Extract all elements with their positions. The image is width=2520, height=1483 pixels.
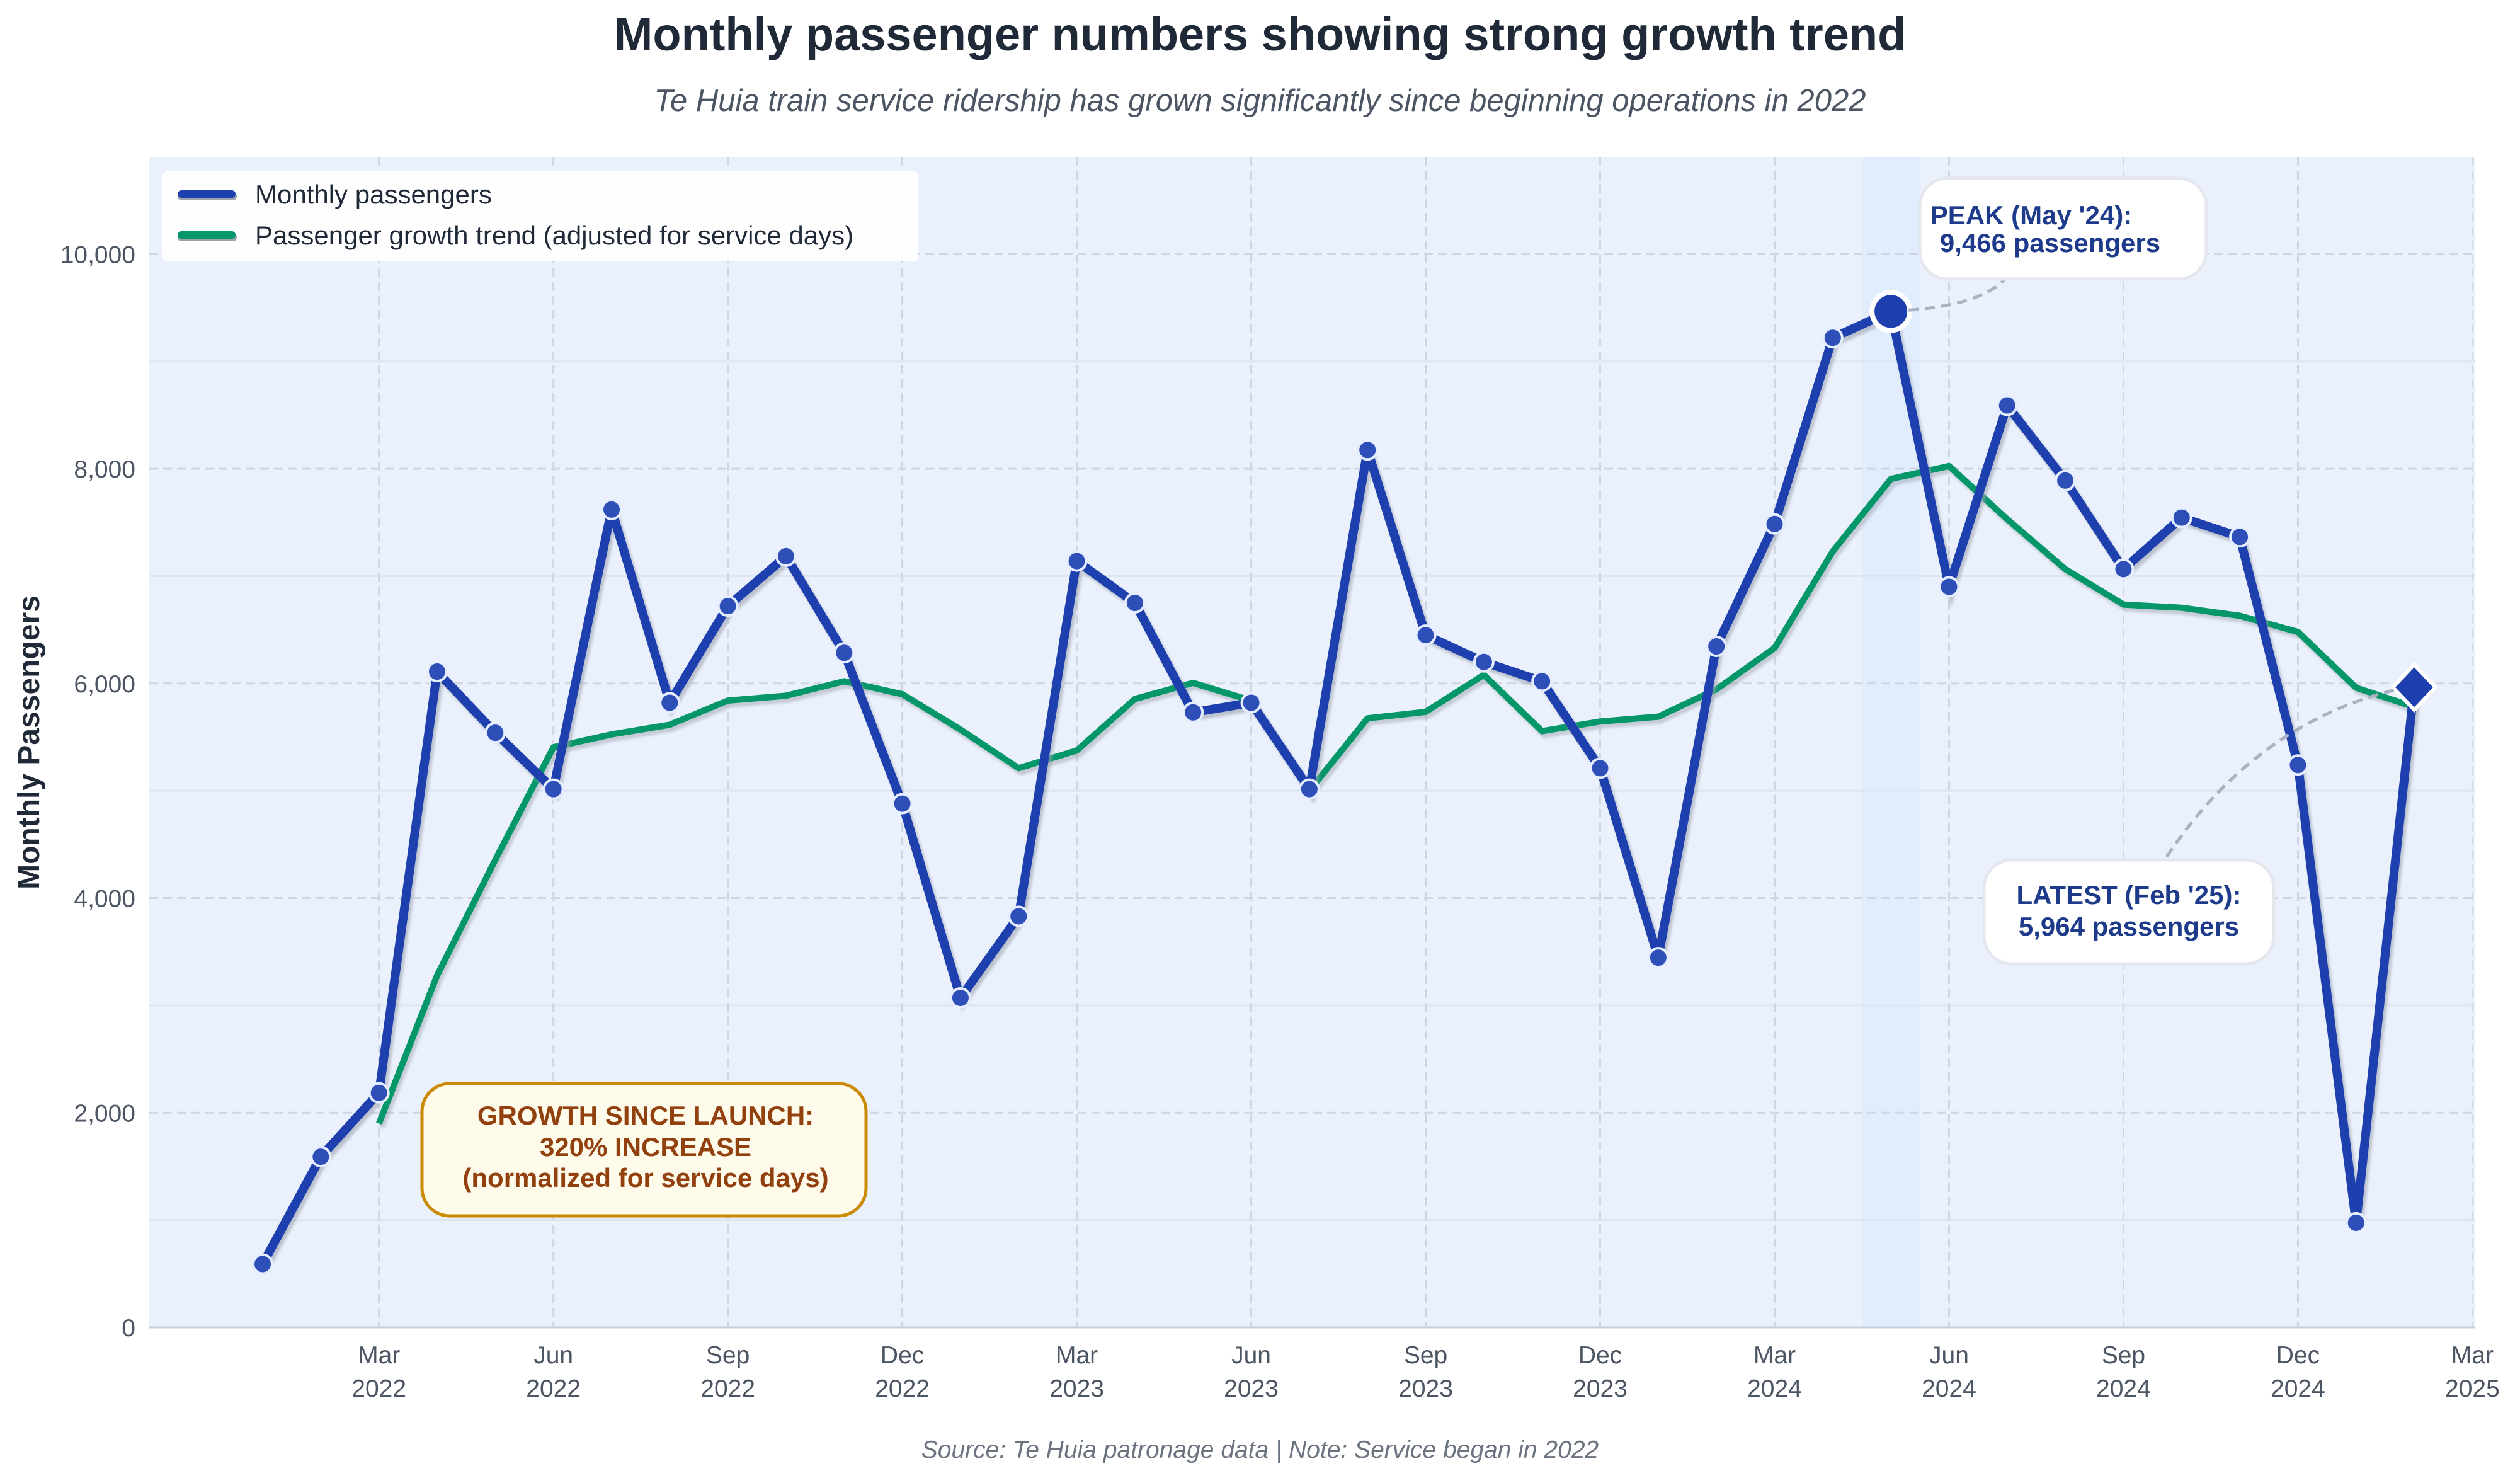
data-point — [1822, 327, 1844, 349]
data-point — [310, 1146, 332, 1168]
peak-highlight-band — [1861, 157, 1920, 1327]
latest-marker — [2390, 661, 2439, 713]
data-point — [2112, 558, 2135, 580]
x-tick-label-month: Dec — [881, 1342, 924, 1369]
data-point — [1473, 651, 1495, 673]
data-point — [2229, 526, 2251, 548]
latest-callout-box — [1982, 858, 2276, 966]
data-point — [2055, 469, 2077, 491]
data-point — [2170, 507, 2192, 529]
data-point — [1764, 513, 1786, 535]
y-tick-label: 6,000 — [74, 671, 135, 698]
x-tick-label-month: Mar — [2451, 1342, 2494, 1369]
x-tick-label-year: 2022 — [875, 1375, 930, 1402]
x-tick-label-month: Mar — [1056, 1342, 1098, 1369]
x-tick-label-year: 2024 — [1922, 1375, 1976, 1402]
data-point — [2345, 1211, 2367, 1234]
y-tick-label: 0 — [122, 1315, 135, 1342]
data-point — [1240, 692, 1262, 714]
x-tick-label-month: Mar — [358, 1342, 400, 1369]
data-point — [1531, 670, 1553, 692]
y-axis-ticks: 0 2,000 4,000 6,000 8,000 10,000 — [60, 241, 135, 1342]
growth-callout-title: GROWTH SINCE LAUNCH: — [477, 1101, 814, 1130]
data-point — [1938, 576, 1960, 598]
grid-lines — [149, 157, 2475, 1329]
x-tick-label-month: Dec — [1578, 1342, 1622, 1369]
data-point — [368, 1082, 390, 1104]
data-point — [659, 692, 681, 714]
latest-callout-title: LATEST (Feb '25): — [2017, 880, 2242, 910]
x-tick-label-year: 2023 — [1224, 1375, 1279, 1402]
x-tick-label-month: Dec — [2276, 1342, 2320, 1369]
peak-callout-title: PEAK (May '24): — [1930, 200, 2132, 230]
x-tick-label-month: Sep — [706, 1342, 750, 1369]
monthly-passengers-line — [258, 307, 2419, 1266]
x-tick-label-month: Jun — [1231, 1342, 1271, 1369]
data-point — [891, 793, 913, 815]
data-point — [1647, 947, 1669, 969]
data-point — [1298, 778, 1320, 800]
trend-line — [376, 462, 2415, 1125]
data-point — [833, 642, 855, 664]
data-point — [484, 722, 506, 744]
latest-connector — [2165, 688, 2396, 858]
x-tick-label-month: Sep — [2102, 1342, 2145, 1369]
x-tick-label-month: Sep — [1404, 1342, 1447, 1369]
x-tick-label-month: Jun — [1929, 1342, 1969, 1369]
legend-box — [162, 171, 918, 261]
growth-callout-value: 320% INCREASE — [540, 1132, 751, 1162]
legend-label-trend: Passenger growth trend (adjusted for ser… — [255, 220, 853, 250]
x-tick-label-year: 2024 — [2096, 1375, 2151, 1402]
y-tick-label: 8,000 — [74, 456, 135, 483]
data-point — [775, 545, 797, 567]
x-tick-label-year: 2023 — [1049, 1375, 1104, 1402]
data-point — [1182, 701, 1204, 723]
x-tick-label-year: 2022 — [351, 1375, 406, 1402]
growth-callout-note: (normalized for service days) — [462, 1163, 828, 1193]
data-point — [1008, 905, 1030, 927]
peak-callout-value: 9,466 passengers — [1940, 228, 2160, 258]
x-tick-label-year: 2022 — [526, 1375, 581, 1402]
x-axis-ticks: Mar 2022 Jun 2022 Sep 2022 Dec 2022 Mar 2023 Jun 20… — [351, 1342, 2499, 1402]
x-tick-label-year: 2023 — [1398, 1375, 1453, 1402]
x-tick-label-month: Mar — [1753, 1342, 1796, 1369]
legend-label-monthly: Monthly passengers — [255, 180, 492, 209]
data-point — [426, 661, 448, 683]
data-point — [600, 498, 622, 520]
chart-subtitle: Te Huia train service ridership has grow… — [654, 84, 1866, 118]
chart-source-note: Source: Te Huia patronage data | Note: S… — [921, 1436, 1599, 1463]
growth-callout-box — [420, 1082, 868, 1218]
data-point — [252, 1253, 274, 1275]
data-point — [542, 778, 564, 800]
data-point — [949, 987, 971, 1009]
annotations-layer: PEAK (May '24):9,466 passengers LATEST (F… — [420, 176, 2396, 1218]
data-point — [1357, 439, 1379, 461]
data-point — [1996, 394, 2018, 416]
x-tick-label-year: 2023 — [1573, 1375, 1628, 1402]
data-point — [2287, 754, 2309, 776]
data-point — [1589, 757, 1611, 779]
data-point — [717, 595, 739, 617]
latest-callout-value: 5,964 passengers — [2019, 912, 2239, 941]
x-tick-label-month: Jun — [533, 1342, 573, 1369]
data-point — [1706, 636, 1728, 658]
chart-title: Monthly passenger numbers showing strong… — [613, 8, 1907, 60]
data-point — [1124, 592, 1146, 614]
x-tick-label-year: 2024 — [1747, 1375, 1802, 1402]
x-tick-label-year: 2024 — [2271, 1375, 2325, 1402]
y-axis-label: Monthly Passengers — [13, 595, 46, 890]
series-layer — [252, 290, 2439, 1275]
data-point — [1415, 624, 1437, 646]
legend: Monthly passengers Passenger growth trend… — [162, 171, 918, 261]
peak-marker — [1869, 290, 1913, 333]
peak-callout-box — [1918, 176, 2208, 281]
y-tick-label: 10,000 — [60, 241, 135, 268]
y-tick-label: 2,000 — [74, 1100, 135, 1127]
x-tick-label-year: 2022 — [700, 1375, 755, 1402]
x-tick-label-year: 2025 — [2445, 1375, 2500, 1402]
data-point — [1066, 550, 1088, 572]
y-tick-label: 4,000 — [74, 886, 135, 913]
